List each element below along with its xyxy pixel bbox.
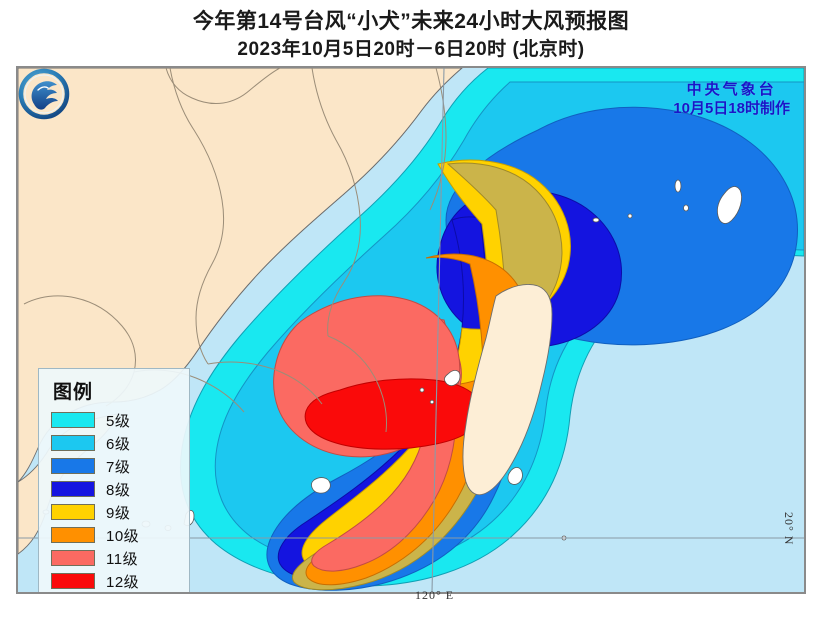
cma-dragon-logo xyxy=(18,68,70,120)
legend-item-label: 10级 xyxy=(106,527,140,545)
longitude-label: 120° E xyxy=(415,588,455,602)
attribution-block: 中央气象台 10月5日18时制作 xyxy=(673,80,790,118)
latitude-label: 20° N xyxy=(782,512,796,546)
legend-color-swatch xyxy=(51,573,95,589)
legend-item: 12级 xyxy=(51,571,179,591)
legend-color-swatch xyxy=(51,458,95,474)
legend-title: 图例 xyxy=(53,382,94,403)
legend-color-swatch xyxy=(51,550,95,566)
legend-items: 5级 6级 7级 8级 9级 10级 11级 12级 xyxy=(51,410,179,591)
legend-item-label: 7级 xyxy=(106,458,131,476)
legend-color-swatch xyxy=(51,435,95,451)
legend-item: 6级 xyxy=(51,433,179,453)
legend-item: 11级 xyxy=(51,548,179,568)
dragon-glyph xyxy=(31,81,58,110)
legend-color-swatch xyxy=(51,481,95,497)
attribution-issue-time: 10月5日18时制作 xyxy=(673,100,790,117)
title-line-2: 2023年10月5日20时－6日20时 (北京时) xyxy=(237,39,585,60)
legend-item-label: 9级 xyxy=(106,504,131,522)
legend-item-label: 12级 xyxy=(106,573,140,591)
title-line-1: 今年第14号台风“小犬”未来24小时大风预报图 xyxy=(192,10,630,33)
legend-color-swatch xyxy=(51,412,95,428)
taiwan-island xyxy=(462,284,553,496)
map-canvas xyxy=(18,68,804,592)
legend-item-label: 8级 xyxy=(106,481,131,499)
legend-item: 10级 xyxy=(51,525,179,545)
legend-item-label: 5级 xyxy=(106,412,131,430)
forecast-map[interactable]: 中央气象台 10月5日18时制作 图例 5级 6级 7级 8级 9级 10级 11级 12级 xyxy=(16,66,806,594)
legend-item-label: 11级 xyxy=(106,550,139,568)
legend-item: 7级 xyxy=(51,456,179,476)
legend-color-swatch xyxy=(51,527,95,543)
legend-box[interactable]: 图例 5级 6级 7级 8级 9级 10级 11级 12级 xyxy=(38,368,190,592)
page-title: 今年第14号台风“小犬”未来24小时大风预报图 2023年10月5日20时－6日… xyxy=(0,8,822,63)
legend-item-label: 6级 xyxy=(106,435,131,453)
legend-item: 9级 xyxy=(51,502,179,522)
legend-item: 8级 xyxy=(51,479,179,499)
attribution-organization: 中央气象台 xyxy=(686,81,777,98)
legend-item: 5级 xyxy=(51,410,179,430)
meridian-120e xyxy=(431,68,445,592)
legend-color-swatch xyxy=(51,504,95,520)
contour-level-12-core xyxy=(304,378,483,450)
